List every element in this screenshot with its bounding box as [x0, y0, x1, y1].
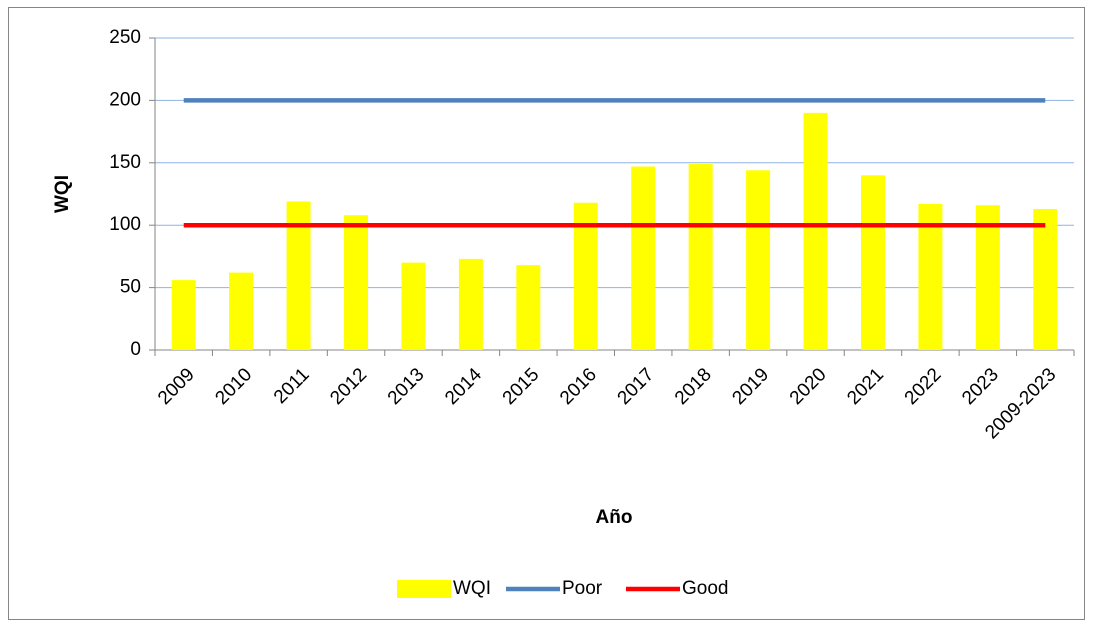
- y-tick-label: 250: [109, 27, 141, 48]
- bar: [860, 175, 885, 350]
- bar: [918, 203, 943, 350]
- y-tick-label: 100: [109, 214, 141, 235]
- y-tick-label: 150: [109, 152, 141, 173]
- y-tick-label: 0: [130, 339, 141, 360]
- bar: [516, 265, 541, 350]
- bar: [401, 262, 426, 350]
- legend-label: WQI: [453, 578, 491, 599]
- y-tick-label: 200: [109, 89, 141, 110]
- bar: [975, 205, 1000, 350]
- bar: [631, 166, 656, 350]
- x-axis-title: Año: [596, 507, 633, 528]
- legend-swatch: [397, 580, 451, 598]
- bar: [344, 215, 369, 350]
- bar: [229, 272, 254, 350]
- bar: [171, 280, 196, 350]
- y-axis-title: WQI: [52, 175, 73, 213]
- legend-label: Poor: [562, 578, 603, 599]
- bar: [688, 164, 713, 350]
- bar: [458, 258, 483, 350]
- legend-label: Good: [682, 578, 728, 599]
- bar: [1033, 208, 1058, 350]
- bar: [803, 112, 828, 350]
- bar: [746, 170, 771, 350]
- y-tick-label: 50: [120, 277, 141, 298]
